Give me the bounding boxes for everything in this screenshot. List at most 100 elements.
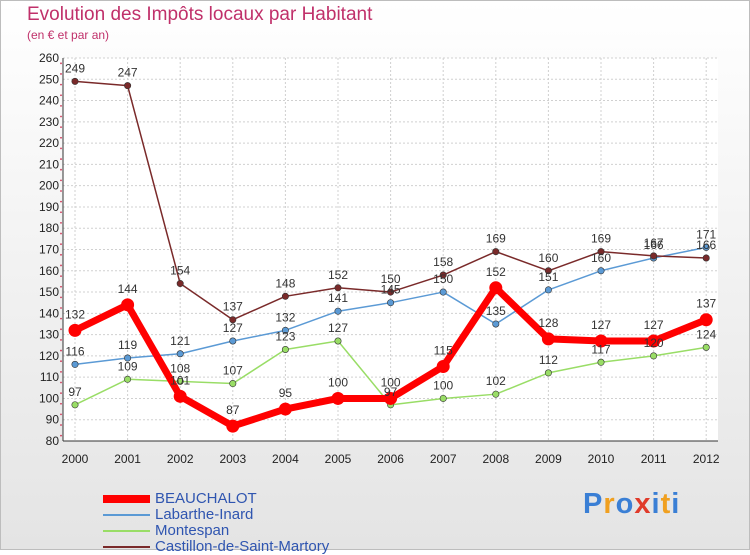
- data-point: [226, 419, 240, 433]
- y-tick-label: 160: [39, 264, 59, 278]
- data-label: 166: [644, 238, 664, 252]
- y-tick-label: 180: [39, 221, 59, 235]
- x-tick-label: 2007: [430, 452, 457, 466]
- data-point: [650, 252, 658, 260]
- data-point: [124, 375, 132, 383]
- y-tick-label: 100: [39, 391, 59, 405]
- x-tick-label: 2004: [272, 452, 299, 466]
- y-axis-dot: [60, 158, 62, 160]
- data-label: 109: [118, 359, 138, 373]
- y-tick-label: 220: [39, 136, 59, 150]
- y-axis-dot: [60, 190, 62, 192]
- y-axis-dot: [60, 370, 62, 373]
- data-label: 150: [381, 272, 401, 286]
- data-point: [544, 267, 552, 275]
- data-label: 95: [279, 386, 293, 400]
- data-point: [597, 358, 605, 366]
- y-axis-dot: [60, 62, 62, 65]
- y-axis-dot: [60, 328, 62, 331]
- y-axis-dot: [60, 126, 62, 129]
- y-axis-dot: [60, 200, 62, 203]
- y-axis-dot: [60, 264, 62, 267]
- data-label: 120: [644, 336, 664, 350]
- data-label: 116: [65, 344, 84, 358]
- y-tick-label: 120: [39, 349, 59, 363]
- y-tick-label: 260: [39, 51, 59, 65]
- x-tick-label: 2000: [62, 452, 89, 466]
- y-axis-dot: [60, 402, 62, 405]
- data-point: [436, 360, 450, 374]
- data-point: [71, 77, 79, 85]
- y-tick-label: 150: [39, 285, 59, 299]
- y-tick-label: 210: [39, 157, 59, 171]
- logo-letter: o: [615, 488, 635, 520]
- data-point: [492, 248, 500, 256]
- chart-title: Evolution des Impôts locaux par Habitant: [27, 4, 373, 25]
- data-label: 100: [328, 375, 348, 389]
- data-label: 144: [118, 282, 138, 296]
- data-label: 247: [118, 66, 138, 80]
- data-label: 119: [118, 338, 137, 352]
- data-point: [699, 313, 713, 327]
- x-tick-label: 2001: [114, 452, 141, 466]
- data-label: 160: [591, 251, 611, 265]
- y-axis-dot: [60, 222, 62, 224]
- y-tick-label: 230: [39, 115, 59, 129]
- data-point: [544, 369, 552, 377]
- data-label: 97: [384, 385, 398, 399]
- y-tick-label: 240: [39, 94, 59, 108]
- data-point: [334, 307, 342, 315]
- data-point: [334, 337, 342, 345]
- data-label: 141: [328, 291, 348, 305]
- data-label: 132: [65, 307, 85, 321]
- data-label: 112: [539, 353, 558, 367]
- y-tick-label: 170: [39, 243, 59, 257]
- data-label: 152: [328, 268, 348, 282]
- proxiti-logo: Proxiti: [583, 488, 680, 521]
- data-label: 123: [275, 330, 295, 344]
- x-tick-label: 2005: [325, 452, 352, 466]
- data-label: 150: [433, 272, 453, 286]
- x-tick-label: 2012: [693, 452, 720, 466]
- data-point: [124, 82, 132, 90]
- y-tick-label: 200: [39, 179, 59, 193]
- data-point: [597, 267, 605, 275]
- data-label: 127: [328, 321, 348, 335]
- y-tick-label: 110: [40, 370, 59, 384]
- data-label: 154: [170, 264, 190, 278]
- data-point: [489, 281, 503, 295]
- data-point: [229, 316, 237, 324]
- data-label: 160: [538, 251, 558, 265]
- y-tick-label: 190: [39, 200, 59, 214]
- y-tick-label: 250: [39, 72, 59, 86]
- data-point: [702, 254, 710, 262]
- data-point: [176, 280, 184, 288]
- data-label: 100: [433, 378, 453, 392]
- data-point: [544, 286, 552, 294]
- data-point: [439, 271, 447, 279]
- x-tick-label: 2009: [535, 452, 562, 466]
- data-point: [594, 334, 608, 348]
- y-axis-dot: [60, 360, 62, 363]
- data-label: 127: [223, 321, 243, 335]
- y-axis-dot: [60, 381, 62, 384]
- data-label: 127: [591, 318, 611, 332]
- data-point: [229, 380, 237, 388]
- data-label: 145: [381, 283, 401, 297]
- data-label: 137: [696, 297, 716, 311]
- y-axis-dot: [60, 211, 62, 214]
- data-label: 100: [381, 375, 401, 389]
- logo-letter: r: [603, 488, 616, 520]
- data-point: [647, 334, 661, 348]
- data-point: [176, 377, 184, 385]
- data-label: 97: [68, 385, 82, 399]
- data-point: [439, 288, 447, 296]
- data-label: 171: [696, 227, 716, 241]
- y-axis-dot: [60, 285, 62, 288]
- legend-item: Montespan: [155, 522, 230, 539]
- data-label: 151: [538, 270, 558, 284]
- data-label: 137: [223, 300, 243, 314]
- y-axis-dot: [60, 413, 62, 416]
- data-label: 152: [486, 265, 506, 279]
